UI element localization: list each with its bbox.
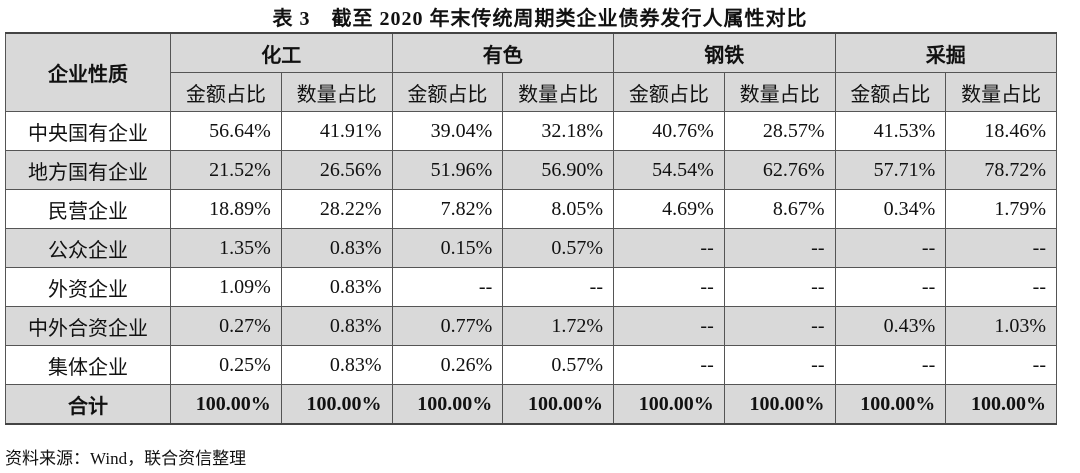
table-cell: -- [723,345,836,385]
table-cell: 18.89% [170,189,282,229]
table-cell: 8.67% [723,189,836,229]
table-cell: 0.25% [170,345,282,385]
table-cell: -- [834,267,947,307]
table-cell: -- [723,267,836,307]
table-cell: 28.22% [280,189,393,229]
table-cell: 41.53% [834,111,947,151]
table-cell: 7.82% [391,189,504,229]
row-label: 集体企业 [5,345,171,385]
sub-header: 金额占比 [613,72,725,112]
table-cell: 100.00% [170,384,282,425]
table-cell: 21.52% [170,150,282,190]
group-header-row: 企业性质 化工 有色 钢铁 采掘 [5,32,1057,112]
table-cell: 100.00% [613,384,725,425]
row-label: 地方国有企业 [5,150,171,190]
table-cell: 39.04% [391,111,504,151]
table-cell: -- [613,228,725,268]
table-cell: 40.76% [613,111,725,151]
table-cell: 0.83% [280,228,393,268]
table-row: 外资企业 1.09% 0.83% -- -- -- -- -- -- [5,267,1057,307]
table-cell: 0.83% [280,306,393,346]
table-row: 公众企业 1.35% 0.83% 0.15% 0.57% -- -- -- -- [5,228,1057,268]
sub-header: 数量占比 [502,72,614,112]
table-cell: -- [613,345,725,385]
table-cell: 0.77% [391,306,504,346]
table-cell: 0.15% [391,228,504,268]
table-cell: 0.26% [391,345,504,385]
table-cell: -- [723,228,836,268]
table-cell: 56.64% [170,111,282,151]
group-header: 有色 [391,32,614,73]
sub-header: 数量占比 [945,72,1057,112]
table-row: 中央国有企业 56.64% 41.91% 39.04% 32.18% 40.76% 28.5… [5,111,1057,151]
row-label: 民营企业 [5,189,171,229]
table-cell: 51.96% [391,150,504,190]
table-cell: 56.90% [502,150,614,190]
table-cell: 0.57% [502,345,614,385]
table-cell: 100.00% [834,384,947,425]
group-header: 化工 [170,32,393,73]
total-row: 合计 100.00% 100.00% 100.00% 100.00% 100.00% 100… [5,384,1057,425]
sub-header: 金额占比 [391,72,504,112]
row-label: 中外合资企业 [5,306,171,346]
table-cell: 1.03% [945,306,1057,346]
table-cell: 100.00% [945,384,1057,425]
table-cell: 0.34% [834,189,947,229]
row-label: 公众企业 [5,228,171,268]
group-header: 采掘 [834,32,1057,73]
table-row: 地方国有企业 21.52% 26.56% 51.96% 56.90% 54.54% 62.7… [5,150,1057,190]
table-cell: -- [834,345,947,385]
table-cell: 100.00% [502,384,614,425]
table-cell: 54.54% [613,150,725,190]
table-cell: 0.57% [502,228,614,268]
sub-header: 金额占比 [170,72,282,112]
table-cell: -- [502,267,614,307]
table-cell: 100.00% [723,384,836,425]
table-cell: 0.43% [834,306,947,346]
table-cell: 28.57% [723,111,836,151]
table-row: 中外合资企业 0.27% 0.83% 0.77% 1.72% -- -- 0.43% 1.03% [5,306,1057,346]
sub-header-row: 金额占比 数量占比 金额占比 数量占比 金额占比 数量占比 金额占比 数量占比 [6,72,1057,112]
table-cell: -- [723,306,836,346]
table-cell: -- [945,345,1057,385]
table-cell: 57.71% [834,150,947,190]
source-note: 资料来源：Wind，联合资信整理 [5,449,247,468]
table-cell: 1.09% [170,267,282,307]
row-label: 外资企业 [5,267,171,307]
table-cell: 78.72% [945,150,1057,190]
table-cell: 1.35% [170,228,282,268]
table-cell: 18.46% [945,111,1057,151]
table-cell: 4.69% [613,189,725,229]
group-header: 钢铁 [613,32,836,73]
row-label: 中央国有企业 [5,111,171,151]
table-row: 民营企业 18.89% 28.22% 7.82% 8.05% 4.69% 8.67% 0.34… [5,189,1057,229]
table-cell: -- [834,228,947,268]
row-label: 合计 [5,384,171,425]
sub-header: 数量占比 [280,72,393,112]
table-cell: 100.00% [280,384,393,425]
table-cell: 0.27% [170,306,282,346]
table-cell: -- [945,267,1057,307]
table-cell: -- [613,267,725,307]
table-row: 集体企业 0.25% 0.83% 0.26% 0.57% -- -- -- -- [5,345,1057,385]
table-cell: 0.83% [280,267,393,307]
table-cell: 8.05% [502,189,614,229]
sub-header: 数量占比 [723,72,836,112]
table-cell: 1.72% [502,306,614,346]
table-cell: 26.56% [280,150,393,190]
table-title: 表 3 截至 2020 年末传统周期类企业债券发行人属性对比 [272,8,808,30]
comparison-table: 企业性质 化工 有色 钢铁 采掘 金额占比 数量占比 金额占比 数量占比 金额占… [5,32,1057,425]
table-cell: 32.18% [502,111,614,151]
table-cell: -- [613,306,725,346]
table-cell: 1.79% [945,189,1057,229]
row-header: 企业性质 [5,32,171,112]
table-cell: 100.00% [391,384,504,425]
table-cell: 62.76% [723,150,836,190]
table-cell: 41.91% [280,111,393,151]
table-cell: -- [945,228,1057,268]
sub-header: 金额占比 [834,72,947,112]
table-cell: 0.83% [280,345,393,385]
table-cell: -- [391,267,504,307]
